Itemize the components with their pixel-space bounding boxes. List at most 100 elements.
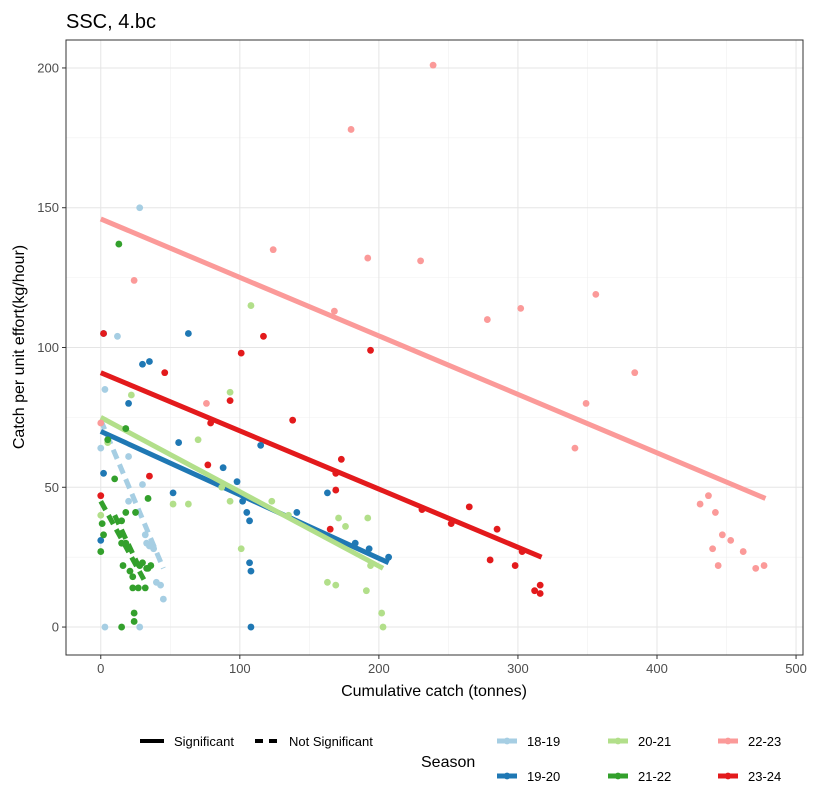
legend-season-point (724, 737, 732, 745)
fit-line-21-22 (112, 514, 141, 567)
data-point-22-23 (483, 316, 491, 323)
legend-season-label: 22-23 (748, 734, 781, 749)
legend: Significant Not Significant Season 18-19 20-… (140, 734, 781, 784)
data-point-21-22 (129, 584, 137, 592)
data-point-20-21 (226, 388, 234, 396)
data-point-21-22 (122, 539, 130, 547)
chart-title: SSC, 4.bc (66, 11, 156, 33)
data-point-23-24 (289, 416, 297, 424)
data-point-23-24 (260, 332, 267, 340)
data-point-22-23 (571, 444, 579, 452)
legend-season-label: 23-24 (748, 769, 781, 784)
legend-season-label: 20-21 (638, 734, 671, 749)
data-point-20-21 (378, 609, 386, 617)
data-point-20-21 (97, 511, 105, 519)
data-point-19-20 (351, 539, 359, 547)
legend-season-label: 21-22 (638, 769, 671, 784)
data-point-18-19 (125, 497, 132, 505)
data-point-22-23 (130, 277, 138, 284)
data-point-19-20 (257, 441, 265, 449)
data-point-19-20 (146, 358, 153, 365)
x-tick-label: 0 (97, 661, 104, 676)
fit-line-18-19 (98, 419, 166, 570)
data-point-20-21 (169, 500, 177, 508)
data-point-19-20 (247, 567, 255, 575)
data-point-19-20 (385, 553, 393, 561)
data-point-23-24 (447, 520, 455, 528)
data-points (97, 61, 768, 631)
data-point-19-20 (184, 330, 192, 337)
data-point-18-19 (157, 581, 164, 589)
x-tick-label: 500 (785, 661, 807, 676)
legend-season-title: Season (421, 754, 475, 771)
x-tick-label: 200 (368, 661, 390, 676)
data-point-22-23 (727, 536, 735, 544)
data-point-21-22 (119, 562, 127, 569)
data-point-18-19 (136, 204, 144, 212)
data-point-21-22 (147, 562, 155, 569)
data-point-22-23 (711, 509, 719, 516)
data-point-18-19 (101, 623, 109, 631)
data-point-19-20 (247, 623, 255, 631)
data-point-22-23 (364, 254, 372, 262)
data-point-18-19 (97, 444, 105, 452)
data-point-19-20 (125, 400, 132, 407)
data-point-20-21 (285, 511, 292, 519)
data-point-18-19 (159, 595, 167, 603)
data-point-23-24 (207, 419, 215, 427)
x-tick-label: 300 (507, 661, 529, 676)
data-point-22-23 (705, 492, 712, 500)
data-point-22-23 (203, 400, 210, 407)
data-point-21-22 (98, 520, 106, 528)
data-point-21-22 (130, 618, 138, 625)
data-point-22-23 (718, 531, 726, 539)
data-point-20-21 (364, 514, 372, 522)
data-point-19-20 (365, 545, 373, 553)
data-point-22-23 (417, 257, 424, 265)
y-axis-title: Catch per unit effort(kg/hour) (11, 245, 28, 449)
data-point-23-24 (337, 455, 345, 463)
data-point-19-20 (233, 478, 241, 486)
y-ticks: 0 50 100 150 200 (37, 60, 66, 635)
data-point-19-20 (175, 439, 183, 446)
data-point-23-24 (204, 461, 212, 469)
data-point-23-24 (511, 562, 519, 569)
data-point-20-21 (324, 578, 331, 586)
data-point-21-22 (141, 584, 149, 592)
data-point-23-24 (146, 472, 153, 480)
legend-season-point (724, 772, 732, 780)
data-point-20-21 (362, 587, 370, 595)
data-point-19-20 (139, 360, 146, 368)
fit-line-23-24 (99, 370, 543, 560)
data-point-20-21 (367, 562, 374, 569)
data-point-22-23 (714, 562, 722, 569)
data-point-22-23 (739, 548, 747, 555)
data-point-23-24 (237, 349, 245, 357)
data-point-22-23 (592, 290, 600, 298)
data-point-20-21 (342, 523, 349, 530)
data-point-22-23 (347, 126, 355, 133)
data-point-23-24 (367, 346, 374, 354)
data-point-18-19 (150, 545, 158, 553)
data-point-23-24 (161, 369, 169, 377)
data-point-22-23 (709, 545, 717, 553)
y-tick-label: 100 (37, 340, 59, 355)
data-point-23-24 (536, 581, 544, 589)
data-point-23-24 (97, 492, 105, 500)
data-point-21-22 (132, 509, 139, 516)
x-ticks: 0 100 200 300 400 500 (97, 655, 807, 676)
y-tick-label: 200 (37, 60, 59, 75)
data-point-23-24 (418, 506, 426, 514)
data-point-21-22 (115, 240, 123, 248)
data-point-19-20 (100, 469, 107, 477)
data-point-21-22 (111, 475, 119, 483)
legend-season-point (503, 772, 511, 780)
data-point-18-19 (139, 481, 146, 488)
data-point-22-23 (429, 61, 437, 69)
data-point-19-20 (293, 509, 301, 516)
data-point-20-21 (379, 623, 387, 631)
legend-season-point (614, 737, 622, 745)
data-point-23-24 (465, 503, 473, 511)
data-point-21-22 (104, 436, 112, 444)
data-point-20-21 (268, 497, 276, 505)
